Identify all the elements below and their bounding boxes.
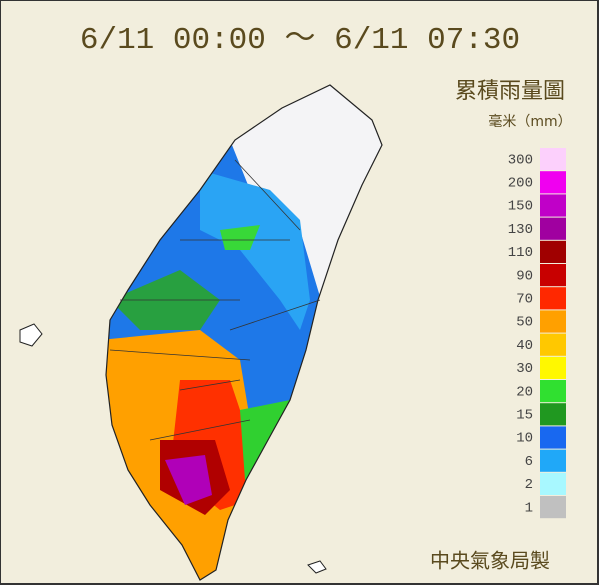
map-title: 6/11 00:00 ～ 6/11 07:30 [80, 23, 520, 58]
legend-swatch [540, 217, 566, 240]
legend-label: 150 [508, 199, 533, 215]
legend-swatch [540, 240, 566, 263]
islets [19, 323, 327, 574]
legend-label: 200 [508, 176, 533, 192]
legend-label: 130 [508, 222, 533, 238]
county-borders [109, 159, 321, 441]
legend-label: 15 [516, 408, 533, 424]
legend-swatch [540, 287, 566, 310]
legend-label: 70 [516, 292, 533, 308]
legend-swatch [540, 264, 566, 287]
legend: 300 200 150 130 110 90 70 50 40 30 20 15 10 6 2 1 [508, 148, 566, 519]
legend-swatch [540, 310, 566, 333]
legend-label: 30 [516, 361, 533, 377]
legend-swatch [540, 148, 566, 171]
legend-swatch [540, 194, 566, 217]
legend-label: 50 [516, 315, 533, 331]
legend-swatch [540, 426, 566, 449]
legend-swatch [540, 380, 566, 403]
legend-label: 1 [525, 500, 533, 516]
legend-swatch [540, 333, 566, 356]
legend-label: 40 [516, 338, 533, 354]
legend-swatch [540, 171, 566, 194]
legend-label: 10 [516, 431, 533, 447]
legend-swatch [540, 496, 566, 519]
legend-swatch [540, 472, 566, 495]
legend-title: 累積雨量圖 [455, 79, 565, 104]
credit: 中央氣象局製 [430, 549, 550, 573]
legend-label: 20 [516, 384, 533, 400]
legend-swatch [540, 403, 566, 426]
legend-label: 110 [508, 245, 533, 261]
legend-label: 2 [525, 477, 533, 493]
legend-label: 300 [508, 152, 533, 168]
legend-unit: 毫米（mm） [488, 113, 571, 130]
legend-label: 6 [525, 454, 533, 470]
legend-swatch [540, 449, 566, 472]
island-outline [105, 84, 383, 581]
legend-label: 90 [516, 268, 533, 284]
legend-swatch [540, 356, 566, 379]
